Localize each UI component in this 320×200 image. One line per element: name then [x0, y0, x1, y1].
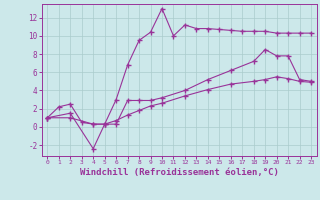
X-axis label: Windchill (Refroidissement éolien,°C): Windchill (Refroidissement éolien,°C): [80, 168, 279, 177]
